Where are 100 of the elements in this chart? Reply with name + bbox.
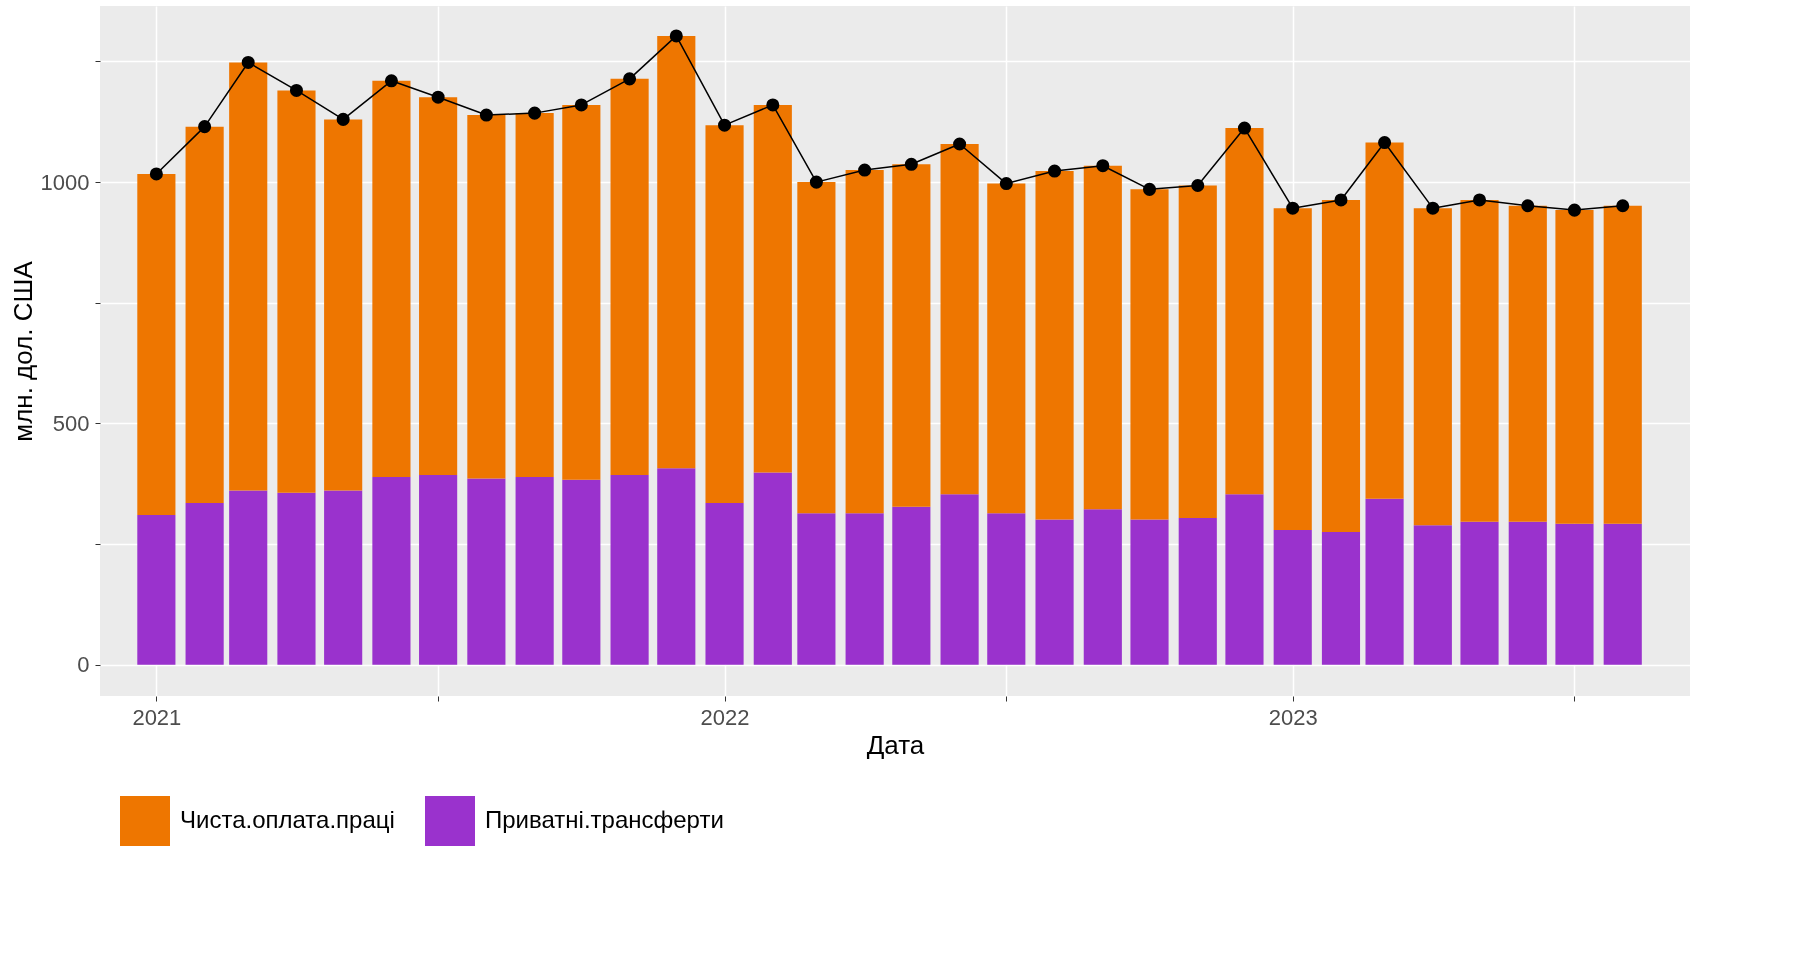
bar bbox=[185, 502, 224, 665]
bar bbox=[797, 182, 836, 514]
point bbox=[1096, 159, 1110, 173]
point bbox=[1191, 178, 1205, 192]
y-axis-title: млн. дол. США bbox=[7, 260, 38, 442]
bar bbox=[1555, 523, 1594, 665]
bar bbox=[1130, 519, 1169, 665]
bar bbox=[137, 515, 176, 665]
y-tick-label: 500 bbox=[52, 410, 90, 436]
bar bbox=[419, 97, 458, 476]
bar bbox=[1413, 208, 1452, 526]
point bbox=[953, 137, 967, 151]
bar bbox=[1460, 199, 1499, 522]
bar bbox=[1130, 189, 1169, 520]
bar bbox=[1225, 128, 1264, 495]
bar bbox=[1178, 185, 1217, 518]
bar bbox=[892, 164, 931, 507]
bar bbox=[705, 502, 744, 665]
point bbox=[528, 106, 542, 120]
bar bbox=[562, 104, 601, 480]
bar bbox=[1508, 521, 1547, 665]
bar bbox=[1365, 142, 1404, 499]
point bbox=[384, 74, 398, 88]
bar bbox=[185, 126, 224, 503]
bar bbox=[1460, 521, 1499, 665]
legend-label: Приватні.трансферти bbox=[485, 806, 724, 833]
point bbox=[1048, 164, 1062, 178]
bar bbox=[1035, 171, 1074, 520]
point bbox=[1142, 182, 1157, 196]
point bbox=[1521, 199, 1535, 213]
legend-label: Чиста.оплата.праці bbox=[180, 806, 395, 833]
bar bbox=[797, 513, 836, 665]
bar bbox=[753, 472, 792, 665]
bar bbox=[515, 476, 554, 665]
bar bbox=[1273, 530, 1312, 665]
bar bbox=[1178, 517, 1217, 665]
point bbox=[289, 83, 303, 97]
bar bbox=[1035, 519, 1074, 665]
x-axis-title: Дата bbox=[866, 729, 925, 760]
point bbox=[1378, 136, 1392, 150]
bar bbox=[1321, 531, 1361, 665]
bar bbox=[467, 115, 506, 479]
point bbox=[669, 29, 683, 43]
y-tick-label: 0 bbox=[77, 652, 90, 678]
bar bbox=[610, 475, 649, 665]
bar bbox=[229, 62, 268, 491]
point bbox=[479, 108, 493, 122]
bar bbox=[419, 475, 458, 665]
point bbox=[198, 120, 212, 134]
bar bbox=[987, 183, 1026, 514]
point bbox=[431, 90, 445, 104]
point bbox=[809, 175, 823, 189]
point bbox=[1567, 203, 1581, 217]
bar bbox=[277, 492, 316, 665]
bar bbox=[1413, 525, 1452, 665]
point bbox=[858, 163, 872, 177]
bar bbox=[324, 490, 363, 665]
point bbox=[1237, 121, 1251, 135]
bar bbox=[987, 513, 1026, 665]
bar bbox=[1321, 199, 1361, 532]
bar bbox=[1603, 205, 1642, 524]
bar bbox=[845, 170, 884, 514]
bar bbox=[372, 80, 411, 477]
bar bbox=[467, 478, 506, 665]
point bbox=[623, 72, 637, 86]
bar bbox=[229, 490, 268, 665]
point bbox=[241, 55, 255, 69]
bar bbox=[940, 494, 979, 665]
point bbox=[1286, 201, 1300, 215]
bar bbox=[1508, 205, 1547, 522]
bar bbox=[515, 113, 554, 477]
bar bbox=[1603, 523, 1642, 665]
x-tick-label: 2021 bbox=[132, 704, 182, 730]
point bbox=[718, 118, 732, 132]
bar bbox=[705, 125, 744, 503]
bar bbox=[892, 506, 931, 665]
x-tick-label: 2023 bbox=[1268, 704, 1318, 730]
point bbox=[1473, 193, 1487, 207]
bar bbox=[1273, 208, 1312, 531]
bar bbox=[1225, 494, 1264, 665]
point bbox=[1426, 201, 1440, 215]
point bbox=[149, 167, 163, 181]
bar bbox=[1083, 509, 1122, 665]
point bbox=[904, 157, 918, 171]
bar bbox=[1555, 210, 1594, 524]
bar bbox=[845, 513, 884, 665]
bar bbox=[657, 468, 696, 665]
y-tick-label: 1000 bbox=[40, 169, 90, 195]
point bbox=[336, 112, 350, 126]
x-tick-label: 2022 bbox=[700, 704, 750, 730]
point bbox=[766, 98, 780, 112]
bar bbox=[940, 144, 979, 495]
bar bbox=[562, 479, 601, 665]
bar bbox=[1365, 498, 1404, 665]
bar bbox=[753, 104, 792, 473]
bar bbox=[137, 173, 176, 516]
bar bbox=[372, 476, 411, 665]
point bbox=[574, 98, 588, 112]
bar bbox=[277, 90, 316, 493]
point bbox=[1334, 193, 1348, 207]
